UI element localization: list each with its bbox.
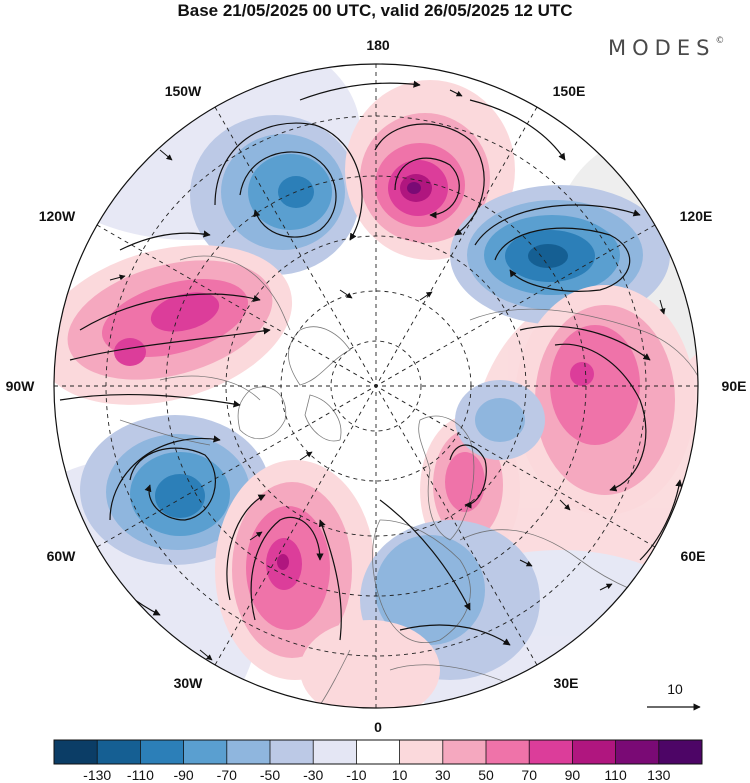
- reference-vector-label: 10: [667, 681, 683, 697]
- lon-label-60e: 60E: [681, 548, 706, 564]
- colorbar-tick-label: 90: [565, 767, 581, 783]
- colorbar-tick-label: 70: [521, 767, 537, 783]
- lon-label-30e: 30E: [554, 675, 579, 691]
- map-title: Base 21/05/2025 00 UTC, valid 26/05/2025…: [177, 1, 573, 20]
- wind-streamlines: [59, 80, 683, 701]
- colorbar-swatch: [658, 740, 703, 764]
- colorbar-tick-label: 30: [435, 767, 451, 783]
- lon-label-0: 0: [374, 719, 382, 735]
- lon-label-90e: 90E: [722, 378, 747, 394]
- lon-label-150w: 150W: [165, 83, 202, 99]
- anomaly-low-north-pacific: [190, 115, 360, 275]
- lon-label-60w: 60W: [47, 548, 77, 564]
- colorbar-border: [53, 739, 703, 765]
- anomaly-high-central-asia: [515, 285, 695, 515]
- colorbar-tick-label: -90: [173, 767, 193, 783]
- brand-text: MODES: [608, 36, 716, 60]
- lon-label-150e: 150E: [553, 83, 586, 99]
- colorbar-tick-label: -70: [217, 767, 237, 783]
- lon-label-180: 180: [366, 37, 390, 53]
- colorbar-swatch: [529, 740, 573, 764]
- map-border: [53, 63, 699, 709]
- colorbar-swatch: [615, 740, 660, 764]
- colorbar-swatch: [226, 740, 271, 764]
- colorbar-tick-label: -30: [303, 767, 323, 783]
- colorbar-swatch: [356, 740, 401, 764]
- reference-vector: 10: [647, 681, 701, 711]
- colorbar-swatch: [270, 740, 314, 764]
- colorbar-tick-label: -10: [346, 767, 366, 783]
- colorbar-tick-label: 50: [478, 767, 494, 783]
- brand-mark: ©: [715, 36, 725, 46]
- colorbar-tick-label: 130: [647, 767, 671, 783]
- colorbar-swatch: [313, 740, 357, 764]
- colorbar-tick-label: -110: [127, 767, 154, 783]
- colorbar-tick-label: 10: [392, 767, 408, 783]
- graticule: [54, 64, 698, 708]
- wind-arrows: [109, 89, 666, 661]
- lon-label-120e: 120E: [680, 208, 713, 224]
- colorbar-swatch: [442, 740, 487, 764]
- anomaly-high-southern-europe: [300, 620, 440, 708]
- modes-logo: MODES©: [608, 36, 724, 60]
- colorbar-swatch: [97, 740, 141, 764]
- lon-label-120w: 120W: [39, 208, 76, 224]
- colorbar: -130 -110 -90 -70 -50 -30 -10 10 30 50 70 90 110 130: [53, 739, 703, 783]
- colorbar-swatch: [486, 740, 530, 764]
- lon-label-30w: 30W: [174, 675, 204, 691]
- anomaly-high-bering: [345, 80, 515, 260]
- colorbar-swatch: [399, 740, 444, 764]
- colorbar-swatch: [54, 740, 98, 764]
- lon-label-90w: 90W: [6, 378, 36, 394]
- colorbar-swatch: [140, 740, 185, 764]
- colorbar-swatch: [183, 740, 228, 764]
- colorbar-tick-label: -50: [260, 767, 280, 783]
- colorbar-swatch: [572, 740, 617, 764]
- colorbar-tick-label: 110: [604, 767, 627, 783]
- colorbar-tick-label: -130: [83, 767, 111, 783]
